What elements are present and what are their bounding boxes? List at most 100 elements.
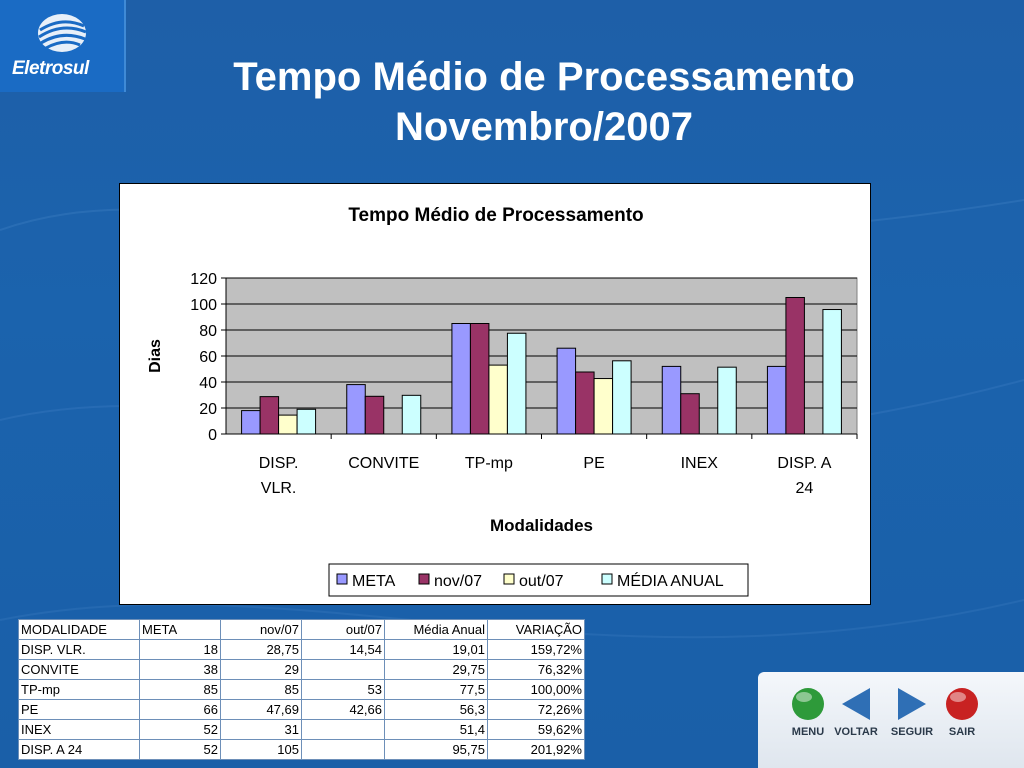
bar <box>680 393 700 435</box>
legend-label: out/07 <box>519 573 564 590</box>
table-cell: 18 <box>139 639 221 660</box>
seguir-label: SEGUIR <box>890 726 934 738</box>
table-cell <box>301 739 385 760</box>
bar <box>401 394 422 435</box>
menu-label: MENU <box>791 726 825 738</box>
table-row: DISP. VLR. 18 28,75 14,54 19,01 159,72% <box>18 639 585 660</box>
table-cell: 52 <box>139 739 221 760</box>
bar <box>451 323 471 435</box>
table-cell: 76,32% <box>487 659 585 680</box>
sair-icon <box>946 688 978 720</box>
table-header-cell: MODALIDADE <box>18 619 140 640</box>
table-cell: 51,4 <box>384 719 488 740</box>
bar <box>488 364 508 435</box>
table-cell: 52 <box>139 719 221 740</box>
x-tick-label: DISP. A <box>777 455 831 472</box>
table-cell <box>301 719 385 740</box>
table-cell: 14,54 <box>301 639 385 660</box>
y-axis-label: Dias <box>147 339 164 373</box>
table-cell: 100,00% <box>487 679 585 700</box>
table-cell: 77,5 <box>384 679 488 700</box>
table-cell: CONVITE <box>18 659 140 680</box>
table-row: INEX 52 31 51,4 59,62% <box>18 719 585 740</box>
y-tick-label: 0 <box>208 427 217 444</box>
y-tick-label: 100 <box>190 297 217 314</box>
bar <box>556 347 577 435</box>
table-cell: 159,72% <box>487 639 585 660</box>
table-header-cell: Média Anual <box>384 619 488 640</box>
data-table: MODALIDADE META nov/07 out/07 Média Anual VAR… <box>18 619 585 760</box>
x-tick-label: TP-mp <box>465 455 513 472</box>
bar <box>296 408 317 435</box>
globe-icon <box>38 14 87 52</box>
x-axis-label: Modalidades <box>490 516 593 535</box>
chart-svg: Tempo Médio de Processamento 0 20 40 60 80 100… <box>147 205 858 597</box>
legend-swatch <box>601 573 613 585</box>
table-cell: 201,92% <box>487 739 585 760</box>
bar <box>766 365 787 435</box>
menu-icon <box>792 688 824 720</box>
menu-button[interactable]: MENU <box>778 686 838 738</box>
table-cell: 31 <box>220 719 302 740</box>
bar <box>822 309 842 435</box>
x-tick-label: PE <box>583 455 604 472</box>
bar <box>469 323 490 435</box>
bar <box>278 414 298 435</box>
table-cell: 47,69 <box>220 699 302 720</box>
table-row: CONVITE 38 29 29,75 76,32% <box>18 659 585 680</box>
x-tick-label: 24 <box>796 480 814 497</box>
x-tick-label: CONVITE <box>348 455 419 472</box>
voltar-label: VOLTAR <box>834 726 878 738</box>
x-tick-label: INEX <box>681 455 719 472</box>
arrow-right-icon <box>898 688 926 720</box>
bar <box>241 410 261 435</box>
bar <box>717 366 737 435</box>
table-cell: PE <box>18 699 140 720</box>
logo: Eletrosul <box>0 0 126 92</box>
table-header-cell: VARIAÇÃO <box>487 619 585 640</box>
legend-swatch <box>503 573 515 585</box>
seguir-button[interactable]: SEGUIR <box>882 686 942 738</box>
chart: Tempo Médio de Processamento 0 20 40 60 80 100… <box>119 183 871 605</box>
table-cell: 105 <box>220 739 302 760</box>
table-cell: 56,3 <box>384 699 488 720</box>
legend-swatch <box>336 573 348 585</box>
table-cell: DISP. VLR. <box>18 639 140 660</box>
table-cell: DISP. A 24 <box>18 739 140 760</box>
table-cell <box>301 659 385 680</box>
bar <box>785 297 805 435</box>
voltar-button[interactable]: VOLTAR <box>826 686 886 738</box>
table-cell: INEX <box>18 719 140 740</box>
bar <box>661 365 682 435</box>
legend-label: MÉDIA ANUAL <box>617 571 724 590</box>
y-tick-label: 120 <box>190 271 217 288</box>
bar <box>593 378 614 435</box>
table-row: PE 66 47,69 42,66 56,3 72,26% <box>18 699 585 720</box>
bar <box>506 332 527 435</box>
table-cell: TP-mp <box>18 679 140 700</box>
x-tick-label: DISP. <box>259 455 299 472</box>
bar <box>346 384 366 435</box>
sair-label: SAIR <box>948 726 976 738</box>
table-row: TP-mp 85 85 53 77,5 100,00% <box>18 679 585 700</box>
y-tick-label: 60 <box>199 349 217 366</box>
legend-swatch <box>418 573 430 585</box>
legend-label: META <box>352 573 396 590</box>
table-cell: 95,75 <box>384 739 488 760</box>
table-cell: 85 <box>220 679 302 700</box>
chart-title: Tempo Médio de Processamento <box>348 205 643 226</box>
y-tick-label: 40 <box>199 375 217 392</box>
sair-button[interactable]: SAIR <box>932 686 992 738</box>
slide-title-line2: Novembro/2007 <box>395 105 693 149</box>
table-cell: 28,75 <box>220 639 302 660</box>
table-cell: 59,62% <box>487 719 585 740</box>
legend-label: nov/07 <box>434 573 482 590</box>
table-header-cell: META <box>139 619 221 640</box>
slide-title: Tempo Médio de Processamento Novembro/20… <box>124 52 964 152</box>
bar <box>259 396 280 435</box>
table-cell: 38 <box>139 659 221 680</box>
nav-panel: MENU VOLTAR SEGUIR SAIR <box>758 672 1024 768</box>
table-header-row: MODALIDADE META nov/07 out/07 Média Anual VAR… <box>18 619 585 640</box>
slide-title-line1: Tempo Médio de Processamento <box>233 55 855 99</box>
logo-text: Eletrosul <box>12 58 89 79</box>
